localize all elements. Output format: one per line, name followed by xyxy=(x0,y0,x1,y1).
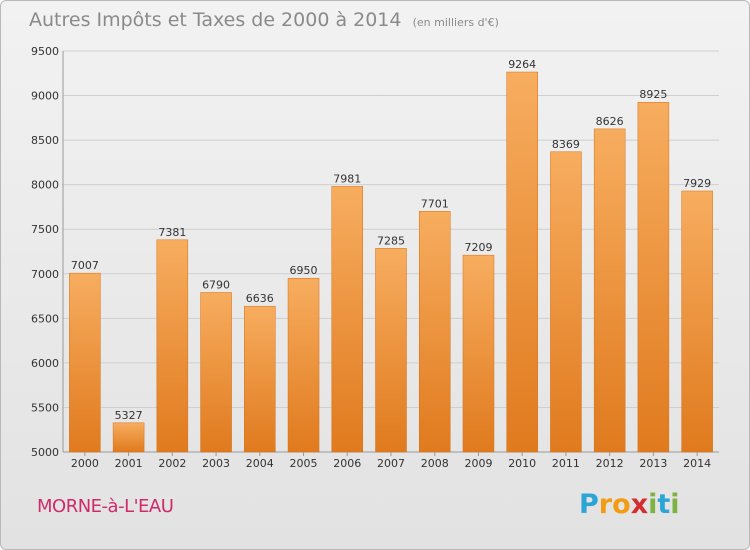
bar-2014 xyxy=(681,190,713,453)
y-tick-label: 9000 xyxy=(31,90,59,103)
bar-2012 xyxy=(593,128,626,453)
x-tick-label: 2008 xyxy=(421,457,449,470)
x-tick-label: 2001 xyxy=(115,457,143,470)
x-tick-label: 2009 xyxy=(464,457,492,470)
bar-2001 xyxy=(112,422,145,453)
x-tick-label: 2006 xyxy=(333,457,361,470)
bar-value-label: 7981 xyxy=(333,172,361,185)
bar-2000 xyxy=(69,272,101,453)
bar-value-label: 8369 xyxy=(552,138,580,151)
x-tick-label: 2007 xyxy=(377,457,405,470)
logo-letter: t xyxy=(657,489,671,520)
x-tick-label: 2014 xyxy=(683,457,711,470)
x-tick-label: 2000 xyxy=(71,457,99,470)
bar-value-label: 9264 xyxy=(508,58,536,71)
bar-2004 xyxy=(244,305,276,453)
x-tick-label: 2002 xyxy=(158,457,186,470)
logo-letter: o xyxy=(612,489,631,520)
bar-value-label: 6950 xyxy=(290,264,318,277)
x-tick-label: 2005 xyxy=(290,457,318,470)
logo-letter: P xyxy=(579,489,599,520)
logo-letter: r xyxy=(598,489,613,520)
bar-value-label: 7285 xyxy=(377,234,405,247)
y-tick-label: 7000 xyxy=(31,268,59,281)
x-tick-label: 2003 xyxy=(202,457,230,470)
logo-letter: i xyxy=(670,489,680,520)
bar-value-label: 7381 xyxy=(158,226,186,239)
y-tick-label: 9500 xyxy=(31,45,59,58)
y-tick-label: 8000 xyxy=(31,179,59,192)
commune-name: MORNE-à-L'EAU xyxy=(37,496,174,517)
bar-2003 xyxy=(200,292,232,453)
y-tick-label: 6500 xyxy=(31,312,59,325)
bar-2002 xyxy=(156,239,189,453)
bar-2006 xyxy=(331,186,364,453)
bar-2007 xyxy=(375,248,407,453)
y-tick-label: 7500 xyxy=(31,223,59,236)
y-tick-label: 8500 xyxy=(31,134,59,147)
x-tick-label: 2013 xyxy=(639,457,667,470)
bar-2005 xyxy=(287,277,320,453)
logo-letter: i xyxy=(648,489,658,520)
bar-value-label: 7929 xyxy=(683,177,711,190)
bar-value-label: 6636 xyxy=(246,292,274,305)
title-text: Autres Impôts et Taxes de 2000 à 2014 xyxy=(29,9,402,31)
y-tick-label: 6000 xyxy=(31,357,59,370)
x-tick-label: 2011 xyxy=(552,457,580,470)
bar-value-label: 5327 xyxy=(115,409,143,422)
bar-value-label: 8626 xyxy=(596,115,624,128)
bar-value-label: 7701 xyxy=(421,197,449,210)
title-unit: (en milliers d'€) xyxy=(412,16,499,29)
proxiti-logo: Proxiti xyxy=(579,489,680,520)
chart-title: Autres Impôts et Taxes de 2000 à 2014 (e… xyxy=(29,9,499,31)
y-tick-label: 5000 xyxy=(31,446,59,459)
bar-value-label: 7007 xyxy=(71,259,99,272)
bar-2008 xyxy=(418,211,451,453)
bar-2013 xyxy=(637,101,670,453)
bar-2010 xyxy=(506,71,538,453)
logo-letter: x xyxy=(630,489,649,520)
bar-2011 xyxy=(550,151,582,453)
x-tick-label: 2004 xyxy=(246,457,274,470)
x-tick-label: 2010 xyxy=(508,457,536,470)
x-tick-label: 2012 xyxy=(596,457,624,470)
bar-2009 xyxy=(462,254,495,453)
bar-value-label: 8925 xyxy=(639,88,667,101)
bar-value-label: 6790 xyxy=(202,278,230,291)
y-tick-label: 5500 xyxy=(31,401,59,414)
bar-value-label: 7209 xyxy=(464,241,492,254)
